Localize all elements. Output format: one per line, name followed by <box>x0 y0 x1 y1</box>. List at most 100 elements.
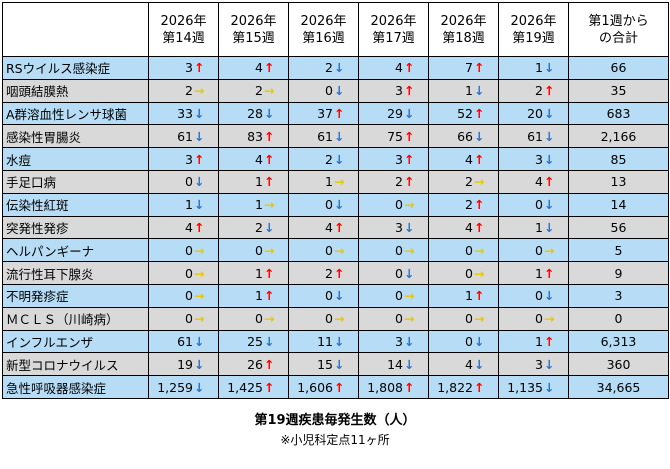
count-value: 3 <box>395 151 403 167</box>
table-row: 新型コロナウイルス 19↓ 26↑ 15↓ 14↓ 4↓ 3↓ 360 <box>2 352 669 377</box>
count-value: 0 <box>255 242 263 258</box>
arrow-down-icon: ↓ <box>544 197 555 213</box>
arrow-up-icon: ↑ <box>474 288 485 304</box>
arrow-up-icon: ↑ <box>404 151 415 167</box>
count-value: 2 <box>465 197 473 213</box>
weekly-count-cell: 1,135↓ <box>498 375 569 399</box>
arrow-right-icon: → <box>404 197 415 213</box>
count-value: 3 <box>185 60 193 76</box>
count-value: 1 <box>255 174 263 190</box>
count-value: 3 <box>395 333 403 349</box>
arrow-down-icon: ↓ <box>544 219 555 235</box>
weekly-count-cell: 1,822↑ <box>428 375 499 399</box>
weekly-count-cell: 1↓ <box>498 56 569 80</box>
arrow-right-icon: → <box>264 83 275 99</box>
weekly-count-cell: 2→ <box>218 78 289 103</box>
header-blank-cell <box>2 2 149 57</box>
table-header-row: 2026年 第14週 2026年 第15週 2026年 第16週 2026年 第17週 … <box>2 2 669 57</box>
count-value: 4 <box>465 356 473 372</box>
count-value: 2 <box>255 83 263 99</box>
arrow-up-icon: ↑ <box>194 60 205 76</box>
arrow-right-icon: → <box>474 174 485 190</box>
table-row: インフルエンザ 61↓ 25↓ 11↓ 3↓ 0↓ 1↑ 6,313 <box>2 329 669 354</box>
count-value: 0 <box>535 311 543 327</box>
count-value: 3 <box>185 151 193 167</box>
weekly-count-cell: 1,259↓ <box>148 375 219 399</box>
arrow-down-icon: ↓ <box>544 288 555 304</box>
cumulative-total-cell: 14 <box>568 192 669 217</box>
cumulative-total-cell: 2,166 <box>568 124 669 149</box>
count-value: 4 <box>185 219 193 235</box>
cumulative-total-cell: 85 <box>568 147 669 171</box>
arrow-down-icon: ↓ <box>334 333 345 349</box>
arrow-down-icon: ↓ <box>194 105 205 121</box>
count-value: 1 <box>255 288 263 304</box>
count-value: 2 <box>185 83 193 99</box>
arrow-up-icon: ↑ <box>544 333 555 349</box>
weekly-count-cell: 1→ <box>288 169 359 194</box>
count-value: 1,822 <box>437 379 473 395</box>
arrow-up-icon: ↑ <box>334 265 345 281</box>
weekly-count-cell: 0→ <box>288 238 359 263</box>
weekly-count-cell: 3↓ <box>498 352 569 377</box>
weekly-count-cell: 0→ <box>288 306 359 331</box>
count-value: 20 <box>527 105 543 121</box>
weekly-count-cell: 61↓ <box>148 329 219 354</box>
weekly-count-cell: 1↑ <box>498 329 569 354</box>
cumulative-total-cell: 66 <box>568 56 669 80</box>
weekly-count-cell: 3↓ <box>498 147 569 171</box>
count-value: 75 <box>387 128 403 144</box>
table-caption-title: 第19週疾患毎発生数（人） <box>254 413 416 428</box>
cumulative-total-cell: 6,313 <box>568 329 669 354</box>
count-value: 1,135 <box>507 379 543 395</box>
weekly-count-cell: 14↓ <box>358 352 429 377</box>
count-value: 61 <box>317 128 333 144</box>
weekly-count-cell: 1→ <box>218 192 289 217</box>
count-value: 4 <box>255 60 263 76</box>
count-value: 0 <box>255 311 263 327</box>
weekly-count-cell: 52↑ <box>428 101 499 126</box>
count-value: 0 <box>395 197 403 213</box>
weekly-count-cell: 2→ <box>148 78 219 103</box>
count-value: 4 <box>465 219 473 235</box>
table-row: 咽頭結膜熱 2→ 2→ 0↓ 3↑ 1↓ 2↑ 35 <box>2 78 669 103</box>
weekly-count-cell: 3↑ <box>148 147 219 171</box>
count-value: 0 <box>185 311 193 327</box>
weekly-count-cell: 2↓ <box>218 215 289 240</box>
header-week-15: 2026年 第15週 <box>218 2 289 57</box>
arrow-right-icon: → <box>334 174 345 190</box>
count-value: 0 <box>465 333 473 349</box>
count-value: 3 <box>395 219 403 235</box>
table-row: ヘルパンギーナ 0→ 0→ 0→ 0→ 0→ 0→ 5 <box>2 238 669 263</box>
count-value: 4 <box>325 219 333 235</box>
count-value: 1,606 <box>297 379 333 395</box>
arrow-down-icon: ↓ <box>474 83 485 99</box>
arrow-down-icon: ↓ <box>544 356 555 372</box>
weekly-count-cell: 0→ <box>358 192 429 217</box>
count-value: 61 <box>177 333 193 349</box>
arrow-right-icon: → <box>334 311 345 327</box>
arrow-down-icon: ↓ <box>264 219 275 235</box>
weekly-count-cell: 0↓ <box>358 261 429 285</box>
weekly-count-cell: 1↓ <box>428 78 499 103</box>
weekly-count-cell: 0→ <box>498 238 569 263</box>
header-week-18: 2026年 第18週 <box>428 2 499 57</box>
arrow-up-icon: ↑ <box>334 379 345 395</box>
arrow-right-icon: → <box>544 242 555 258</box>
weekly-count-cell: 83↑ <box>218 124 289 149</box>
weekly-count-cell: 4↑ <box>428 147 499 171</box>
arrow-down-icon: ↓ <box>474 356 485 372</box>
weekly-count-cell: 0→ <box>428 261 499 285</box>
count-value: 0 <box>325 242 333 258</box>
count-value: 19 <box>177 356 193 372</box>
arrow-up-icon: ↑ <box>474 105 485 121</box>
count-value: 66 <box>457 128 473 144</box>
count-value: 0 <box>535 242 543 258</box>
arrow-down-icon: ↓ <box>194 356 205 372</box>
weekly-count-cell: 75↑ <box>358 124 429 149</box>
count-value: 2 <box>255 219 263 235</box>
disease-name-cell: 急性呼吸器感染症 <box>2 375 149 399</box>
count-value: 4 <box>255 151 263 167</box>
arrow-right-icon: → <box>404 242 415 258</box>
count-value: 0 <box>535 288 543 304</box>
